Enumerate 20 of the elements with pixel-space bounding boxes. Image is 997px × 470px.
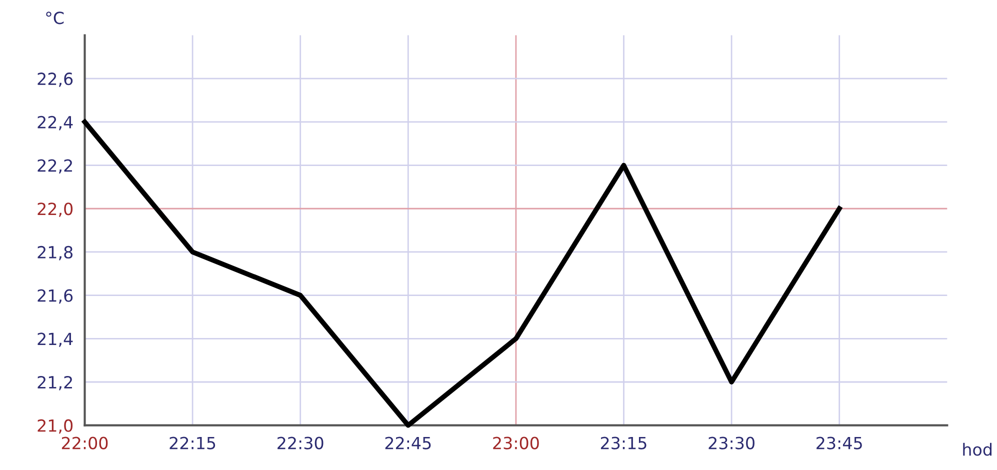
x-tick-label: 23:00 [493,436,539,450]
y-tick-label: 22,6 [38,72,73,87]
y-tick-label: 22,4 [38,116,73,130]
x-axis-title: hod [963,442,992,456]
x-tick-label: 23:15 [600,436,646,450]
x-tick-label: 22:30 [278,436,324,450]
x-tick-label: 22:45 [385,436,431,450]
y-tick-label: 21,0 [38,419,73,434]
y-axis-title: °C [46,12,64,24]
y-tick-label: 21,6 [38,289,73,304]
y-tick-label: 21,8 [38,246,72,260]
x-tick-label: 23:45 [816,436,862,450]
x-tick-label: 22:00 [62,436,108,450]
x-tick-label: 23:30 [708,436,754,450]
y-tick-label: 22,0 [38,202,73,217]
x-tick-label: 22:15 [170,436,216,450]
line-series [82,120,842,428]
y-tick-label: 22,2 [38,159,72,174]
y-tick-label: 21,4 [38,332,73,347]
y-tick-label: 21,2 [38,376,72,390]
